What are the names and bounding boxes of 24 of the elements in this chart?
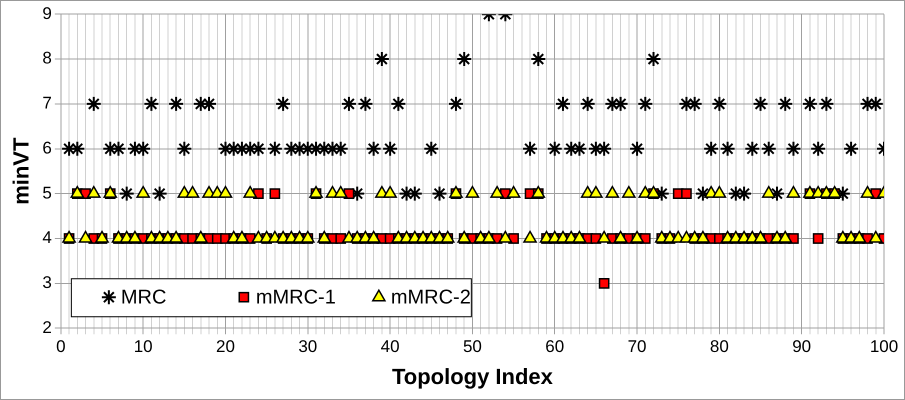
y-tick-label: 7 <box>42 94 52 113</box>
x-tick-label: 40 <box>380 337 400 356</box>
legend-label: MRC <box>120 286 166 309</box>
x-tick-label: 10 <box>134 337 153 356</box>
y-tick-label: 6 <box>42 138 52 158</box>
x-tick-label: 80 <box>710 337 729 356</box>
x-tick-label: 0 <box>56 337 66 356</box>
x-tick-label: 50 <box>462 337 482 356</box>
x-tick-label: 20 <box>216 337 235 356</box>
x-tick-label: 60 <box>545 337 564 356</box>
y-axis-title: minVT <box>8 137 34 205</box>
x-tick-label: 70 <box>628 337 647 356</box>
legend-label: mMRC-1 <box>256 286 336 309</box>
x-tick-label: 30 <box>298 337 318 356</box>
y-tick-label: 3 <box>42 273 52 292</box>
legend-label: mMRC-2 <box>390 286 471 309</box>
y-tick-label: 4 <box>42 228 52 248</box>
y-tick-label: 5 <box>42 183 52 202</box>
x-axis-title: Topology Index <box>392 364 554 389</box>
x-tick-label: 100 <box>870 337 898 356</box>
y-tick-label: 2 <box>42 318 52 337</box>
y-tick-label: 8 <box>42 48 52 68</box>
y-tick-label: 9 <box>42 4 52 23</box>
x-tick-label: 90 <box>792 337 812 356</box>
